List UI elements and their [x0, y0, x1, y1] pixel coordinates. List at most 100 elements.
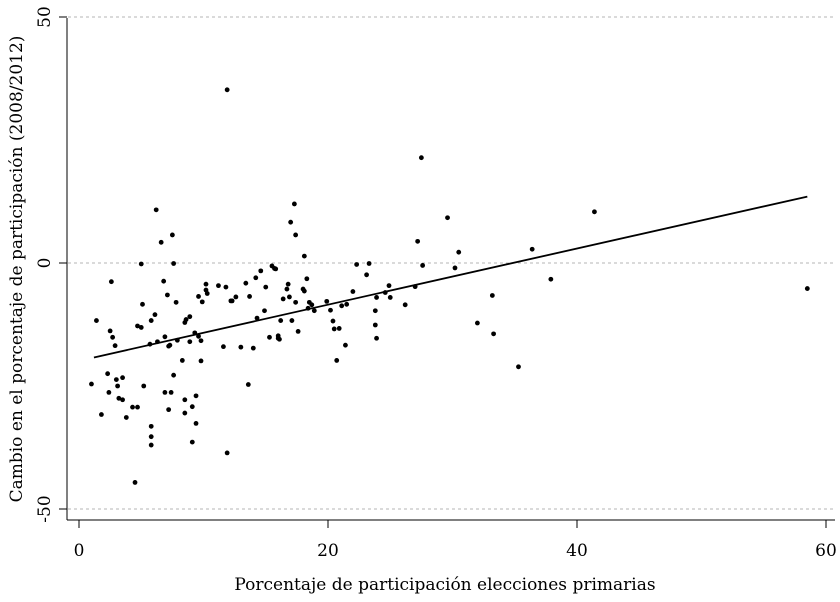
data-point — [277, 336, 282, 342]
data-point — [293, 299, 299, 305]
data-point — [475, 320, 480, 326]
data-point — [592, 209, 597, 215]
data-point — [173, 299, 179, 305]
data-point — [330, 318, 336, 324]
data-point — [253, 275, 259, 281]
plot-area-frame — [66, 18, 835, 521]
y-axis-ticks: -50 0 50 — [35, 6, 67, 523]
data-point — [344, 301, 350, 307]
data-point — [162, 334, 168, 340]
data-point — [804, 286, 810, 291]
data-point — [291, 201, 297, 207]
data-point — [141, 383, 147, 389]
data-point — [135, 404, 140, 410]
data-point — [529, 246, 535, 252]
data-point — [233, 294, 239, 300]
data-point — [372, 322, 378, 328]
data-point — [287, 294, 292, 300]
data-point — [445, 215, 450, 221]
data-point — [491, 331, 496, 337]
data-point — [94, 318, 99, 323]
data-point — [204, 291, 210, 296]
y-tick-label: 50 — [35, 6, 55, 28]
data-point — [223, 284, 229, 290]
data-point — [196, 294, 201, 299]
data-point — [193, 420, 199, 426]
data-point — [112, 343, 118, 349]
data-point — [280, 296, 286, 302]
data-point — [293, 232, 299, 238]
data-point — [245, 382, 251, 387]
data-point — [364, 272, 369, 278]
data-point — [250, 345, 256, 351]
data-point — [203, 281, 209, 287]
data-point — [304, 276, 310, 282]
data-point — [162, 389, 168, 395]
data-point — [418, 155, 424, 161]
data-point — [247, 294, 252, 299]
data-point — [158, 239, 164, 245]
data-point — [187, 314, 193, 320]
data-point — [452, 265, 458, 271]
data-point — [198, 338, 204, 344]
data-point — [387, 295, 393, 300]
x-tick-label: 60 — [815, 541, 837, 561]
data-point — [489, 293, 495, 298]
data-point — [301, 253, 307, 259]
data-point — [169, 232, 175, 238]
data-point — [161, 278, 167, 284]
data-point — [189, 439, 195, 445]
data-point — [516, 364, 521, 370]
data-point — [164, 292, 170, 298]
data-point — [168, 389, 174, 395]
data-point — [89, 381, 94, 387]
x-axis-ticks: 0 20 40 60 — [74, 520, 837, 561]
data-point — [108, 279, 114, 285]
data-point — [199, 299, 205, 305]
data-point — [354, 262, 360, 267]
data-point — [258, 268, 264, 274]
data-point — [386, 283, 392, 289]
data-point — [105, 371, 111, 377]
data-point — [179, 358, 185, 363]
data-point — [372, 308, 378, 314]
data-point — [331, 326, 337, 332]
data-point — [171, 372, 177, 378]
data-point — [374, 295, 379, 300]
data-point — [295, 328, 301, 334]
data-point — [343, 342, 348, 348]
data-point — [284, 286, 290, 292]
gridlines — [68, 16, 835, 510]
data-point — [273, 266, 279, 272]
data-point — [288, 219, 294, 225]
data-point — [262, 308, 267, 314]
data-point — [115, 383, 120, 389]
data-point — [198, 358, 204, 364]
data-point — [135, 323, 140, 329]
data-point — [167, 342, 173, 348]
data-point — [216, 283, 221, 289]
data-point — [189, 404, 195, 410]
data-point — [140, 301, 145, 307]
data-point — [350, 289, 356, 294]
data-point — [278, 318, 284, 323]
data-point — [229, 298, 235, 304]
data-point — [221, 344, 226, 350]
data-point — [238, 344, 244, 350]
data-point — [324, 298, 330, 304]
data-point — [224, 87, 230, 93]
data-point — [116, 395, 122, 401]
data-points — [89, 87, 810, 485]
data-point — [182, 397, 188, 403]
data-point — [224, 450, 230, 456]
data-point — [289, 318, 295, 323]
data-point — [366, 261, 372, 266]
data-point — [148, 434, 154, 440]
data-point — [420, 263, 426, 268]
data-point — [285, 281, 291, 287]
x-axis-title: Porcentaje de participación elecciones p… — [234, 575, 655, 595]
data-point — [106, 389, 112, 395]
data-point — [107, 328, 113, 334]
x-tick-label: 0 — [74, 541, 85, 561]
